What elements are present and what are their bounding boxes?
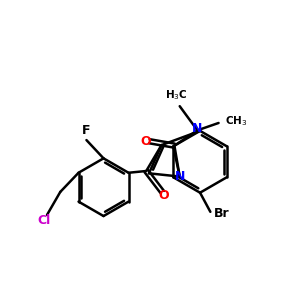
Text: H$_3$C: H$_3$C [165, 88, 188, 102]
Text: Br: Br [214, 207, 230, 220]
Text: N: N [192, 122, 203, 135]
Text: CH$_3$: CH$_3$ [225, 114, 248, 128]
Text: N: N [175, 170, 185, 183]
Text: Cl: Cl [37, 214, 50, 227]
Text: F: F [82, 124, 91, 136]
Text: O: O [140, 135, 151, 148]
Text: O: O [159, 189, 169, 202]
